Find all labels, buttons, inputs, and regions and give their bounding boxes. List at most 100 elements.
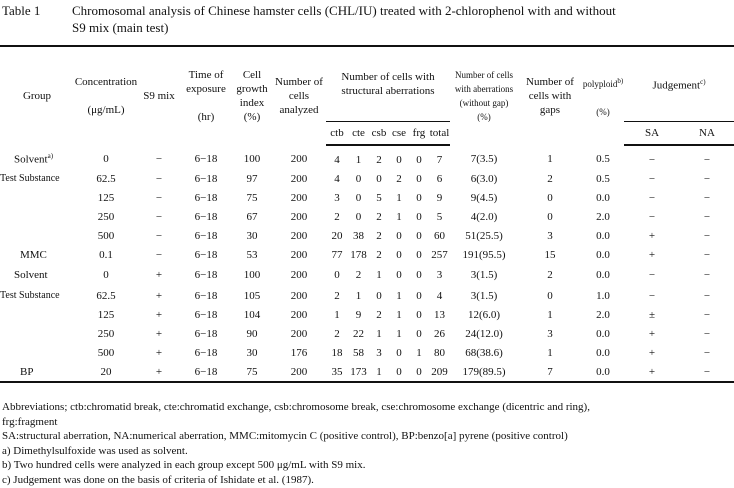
cell-time: 6−18: [194, 308, 218, 321]
rows-without-s9: Solventa) 0−6−18 100 200 4 1 2 0 0 7 7(3.5) 1 0.5− − T…: [0, 145, 734, 264]
cell-time: 6−18: [194, 210, 218, 223]
table-label: Table 1: [2, 3, 41, 18]
cell-group: Solventa): [14, 152, 54, 166]
header-csb: csb: [369, 121, 389, 146]
cell-gaps: 0: [547, 289, 553, 302]
cell-analyzed: 200: [290, 172, 308, 185]
cell-s9: −: [155, 210, 163, 223]
cell-sa: −: [648, 191, 656, 204]
cell-gaps: 1: [547, 153, 553, 165]
cell-poly: 0.5: [596, 172, 610, 185]
cell-gaps: 0: [547, 191, 553, 204]
cell-csb: 5: [376, 191, 382, 204]
cell-growth: 100: [243, 153, 261, 165]
cell-ctb: 2: [334, 210, 340, 223]
header-judgement: Judgementc): [624, 46, 734, 122]
cell-aberr: 7(3.5): [470, 153, 498, 165]
cell-csb: 2: [376, 210, 382, 223]
cell-cse: 1: [396, 308, 402, 321]
cell-total: 80: [434, 346, 445, 359]
cell-csb: 3: [376, 346, 382, 359]
cell-aberr: 3(1.5): [470, 269, 498, 281]
cell-analyzed: 200: [290, 210, 308, 223]
header-growth: Cell growth index (%): [236, 69, 268, 123]
cell-analyzed: 200: [290, 289, 308, 302]
cell-aberr: 179(89.5): [450, 362, 518, 383]
cell-s9: −: [155, 153, 163, 165]
cell-aberr: 3(1.5): [470, 289, 498, 302]
cell-poly: 1.0: [596, 289, 610, 302]
cell-total: 13: [434, 308, 445, 321]
cell-growth: 30: [246, 346, 258, 359]
cell-sa: −: [648, 153, 656, 166]
header-analyzed: Number of cells analyzed: [275, 76, 323, 116]
cell-cse: 0: [396, 153, 402, 166]
cell-total: 6: [436, 172, 443, 185]
cell-cse: 2: [396, 172, 402, 185]
table-title: Table 1 Chromosomal analysis of Chinese h…: [2, 2, 732, 36]
cell-sa: +: [648, 346, 656, 359]
cell-s9: +: [155, 289, 163, 302]
cell-cte: 2: [355, 269, 362, 281]
cell-ctb: 0: [334, 269, 340, 281]
cell-cse: 0: [396, 269, 402, 281]
cell-poly: 0.0: [596, 327, 610, 340]
cell-ctb: 4: [334, 153, 340, 166]
cell-ctb: 3: [334, 191, 340, 204]
cell-cte: 38: [353, 229, 364, 242]
cell-conc: 500: [97, 346, 115, 359]
cell-time: 6−18: [194, 289, 218, 302]
cell-frg: 0: [416, 172, 422, 185]
cell-cse: 1: [396, 289, 402, 302]
cell-na: −: [703, 153, 711, 166]
cell-analyzed: 200: [290, 248, 308, 261]
cell-na: −: [703, 269, 711, 281]
cell-analyzed: 200: [290, 229, 308, 242]
table-title-line1: Chromosomal analysis of Chinese hamster …: [72, 3, 616, 18]
cell-aberr: 24(12.0): [465, 327, 503, 340]
cell-cte: 0: [355, 172, 362, 185]
cell-ctb: 35: [326, 362, 348, 383]
cell-analyzed: 200: [290, 327, 308, 340]
header-polyploid: polyploidb) (%): [582, 76, 624, 117]
chromosomal-analysis-table: Group Concentration (μg/mL) S9 mix Time o…: [0, 45, 734, 383]
cell-frg: 0: [409, 362, 429, 383]
cell-s9: +: [138, 362, 180, 383]
cell-conc: 0: [103, 153, 109, 165]
cell-ctb: 2: [334, 289, 340, 302]
cell-gaps: 3: [547, 327, 553, 340]
cell-na: −: [703, 248, 711, 261]
cell-cte: 173: [348, 362, 369, 383]
cell-cte: 0: [355, 191, 362, 204]
cell-time: 6−18: [194, 191, 218, 204]
header-ctb: ctb: [326, 121, 348, 146]
cell-gaps: 3: [547, 229, 553, 242]
cell-analyzed: 200: [272, 362, 326, 383]
cell-cse: 0: [396, 229, 402, 242]
cell-total: 4: [436, 289, 443, 302]
cell-poly: 0.0: [596, 269, 610, 281]
table-row: Test Substance 62.5 +6−18 105 200 2 1 0 1 0 4 3(1.5…: [0, 286, 734, 305]
header-s9: S9 mix: [143, 90, 175, 102]
cell-sa: ±: [648, 308, 656, 321]
note-abbreviations-cont: frg:fragment: [2, 415, 58, 428]
cell-cse: 0: [389, 362, 409, 383]
cell-sa: +: [648, 229, 656, 242]
cell-ctb: 77: [331, 248, 343, 261]
cell-cte: 178: [350, 248, 367, 261]
cell-aberr: 12(6.0): [467, 308, 501, 321]
cell-conc: 500: [97, 229, 115, 242]
cell-gaps: 0: [547, 210, 553, 223]
cell-aberr: 6(3.0): [470, 172, 498, 185]
cell-aberr: 68(38.6): [465, 346, 503, 359]
cell-na: −: [703, 191, 711, 204]
cell-s9: −: [155, 191, 163, 204]
cell-cse: 1: [396, 327, 402, 340]
cell-time: 6−18: [194, 327, 218, 340]
table-row: Test Substance 62.5 − 6−18 97 200 4 0 0 2 0 6 6(3.0)…: [0, 169, 734, 188]
cell-frg: 0: [416, 289, 422, 302]
cell-growth: 97: [246, 172, 258, 185]
cell-cte: 58: [353, 346, 364, 359]
note-abbreviations: Abbreviations; ctb:chromatid break, cte:…: [2, 401, 590, 413]
table-row: Solventa) 0−6−18 100 200 4 1 2 0 0 7 7(3.5) 1 0.5− −: [0, 145, 734, 169]
